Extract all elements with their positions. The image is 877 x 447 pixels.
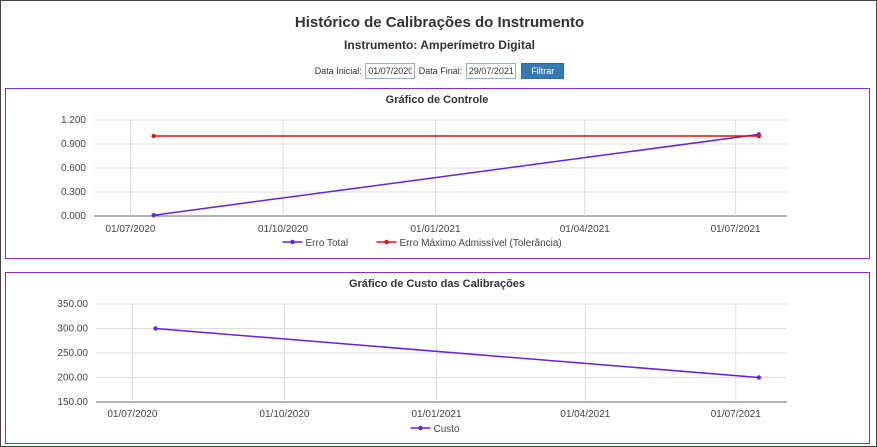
x-tick-label: 01/10/2020: [258, 224, 308, 235]
start-date-input[interactable]: [365, 63, 416, 79]
y-tick-label: 1.200: [61, 115, 86, 126]
data-point: [756, 375, 762, 380]
series-line: [153, 133, 759, 216]
data-point: [151, 133, 156, 139]
chart-title: Gráfico de Custo das Calibrações: [349, 278, 525, 290]
data-point: [151, 213, 156, 218]
control-chart-panel: Gráfico de Controle 0.000 0.300 0.600 0.900 1…: [5, 88, 870, 259]
legend-marker: [384, 239, 389, 245]
legend-label: Erro Total: [306, 238, 349, 249]
instrument-subtitle: Instrumento: Amperímetro Digital: [344, 38, 535, 52]
start-date-label: Data Inicial:: [314, 66, 362, 76]
filter-button[interactable]: Filtrar: [521, 63, 565, 79]
y-tick-label: 0.900: [61, 139, 86, 150]
cost-chart: Gráfico de Custo das Calibrações 150.00 20…: [57, 278, 787, 435]
x-tick-label: 01/07/2020: [107, 409, 157, 420]
chart-title: Gráfico de Controle: [386, 94, 489, 106]
date-filter-bar: Data Inicial: Data Final: Filtrar: [1, 63, 877, 79]
legend-marker: [418, 425, 423, 431]
end-date-input[interactable]: [465, 63, 516, 79]
data-point: [756, 133, 762, 139]
x-tick-label: 01/04/2021: [560, 224, 610, 235]
y-tick-label: 250.00: [57, 348, 88, 359]
control-chart: Gráfico de Controle 0.000 0.300 0.600 0.900 1…: [61, 94, 787, 249]
page-title: Histórico de Calibrações do Instrumento: [294, 14, 585, 31]
series-line: [155, 327, 759, 379]
legend-label: Erro Máximo Admissível (Tolerância): [400, 238, 562, 249]
data-point: [153, 326, 158, 331]
x-tick-label: 01/04/2021: [560, 409, 610, 420]
x-tick-label: 01/07/2021: [711, 409, 761, 420]
y-tick-label: 150.00: [57, 397, 88, 408]
y-tick-label: 350.00: [57, 299, 88, 310]
x-tick-label: 01/01/2021: [412, 409, 462, 420]
x-tick-label: 01/07/2020: [105, 224, 155, 235]
x-tick-label: 01/07/2021: [711, 224, 761, 235]
legend-marker: [290, 239, 295, 245]
end-date-label: Data Final:: [418, 66, 463, 76]
x-tick-label: 01/01/2021: [410, 224, 460, 235]
x-tick-label: 01/10/2020: [259, 409, 309, 420]
y-tick-label: 0.000: [61, 211, 86, 222]
y-tick-label: 300.00: [57, 324, 88, 335]
y-tick-label: 0.600: [61, 163, 86, 174]
cost-chart-panel: Gráfico de Custo das Calibrações 150.00 20…: [5, 272, 870, 444]
legend-label: Custo: [434, 424, 461, 435]
y-tick-label: 0.300: [61, 187, 86, 198]
y-tick-label: 200.00: [57, 373, 88, 384]
